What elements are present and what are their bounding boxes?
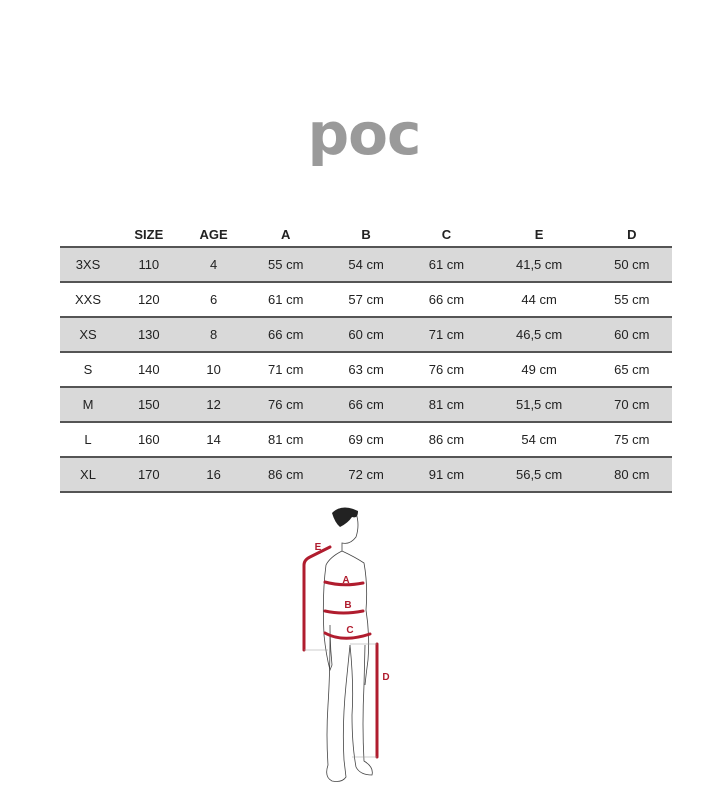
size-chart-table: SIZE AGE A B C E D 3XS 110 4 55 cm 54 cm 61 c… [60, 222, 672, 493]
header-cell: E [534, 226, 544, 242]
table-cell: 14 [181, 421, 246, 457]
table-cell: 69 cm [325, 421, 407, 457]
table-cell: 81 cm [245, 421, 326, 457]
header-cell: AGE [199, 226, 228, 242]
table-row: XL 170 16 86 cm 72 cm 91 cm 56,5 cm 80 cm [60, 456, 672, 493]
header-cell: B [361, 226, 371, 242]
poc-logo: poc [307, 100, 422, 168]
table-cell: 46,5 cm [486, 316, 592, 352]
table-cell: 76 cm [406, 351, 487, 387]
table-cell: 61 cm [406, 246, 487, 282]
table-cell: 86 cm [406, 421, 487, 457]
table-cell: 66 cm [406, 281, 487, 317]
table-cell: 91 cm [406, 456, 487, 493]
label-a: A [342, 575, 349, 586]
table-cell: 16 [181, 456, 246, 493]
table-row: L 160 14 81 cm 69 cm 86 cm 54 cm 75 cm [60, 421, 672, 457]
label-c: C [346, 625, 353, 636]
table-cell: 54 cm [486, 421, 592, 457]
table-header-row: SIZE AGE A B C E D [60, 222, 672, 247]
table-cell: 140 [116, 351, 182, 387]
table-cell: 55 cm [591, 281, 672, 317]
table-cell: 49 cm [486, 351, 592, 387]
size-label-cell: XXS [60, 281, 116, 317]
header-cell: A [281, 226, 291, 242]
table-cell: 81 cm [406, 386, 487, 422]
size-label-cell: S [60, 351, 116, 387]
table-cell: 51,5 cm [486, 386, 592, 422]
header-cell: D [627, 226, 637, 242]
table-cell: 60 cm [325, 316, 407, 352]
table-cell: 4 [181, 246, 246, 282]
table-cell: 76 cm [245, 386, 326, 422]
size-label-cell: L [60, 421, 116, 457]
table-cell: 70 cm [591, 386, 672, 422]
table-cell: 65 cm [591, 351, 672, 387]
table-cell: 72 cm [325, 456, 407, 493]
table-cell: 66 cm [245, 316, 326, 352]
table-cell: 50 cm [591, 246, 672, 282]
table-cell: 71 cm [406, 316, 487, 352]
table-cell: 170 [116, 456, 182, 493]
table-cell: 56,5 cm [486, 456, 592, 493]
table-cell: 12 [181, 386, 246, 422]
table-cell: 60 cm [591, 316, 672, 352]
label-d: D [382, 672, 389, 683]
table-row: S 140 10 71 cm 63 cm 76 cm 49 cm 65 cm [60, 351, 672, 387]
table-cell: 57 cm [325, 281, 407, 317]
table-cell: 8 [181, 316, 246, 352]
table-cell: 86 cm [245, 456, 326, 493]
table-row: 3XS 110 4 55 cm 54 cm 61 cm 41,5 cm 50 cm [60, 246, 672, 282]
table-row: XXS 120 6 61 cm 57 cm 66 cm 44 cm 55 cm [60, 281, 672, 317]
label-e: E [315, 542, 322, 553]
size-label-cell: M [60, 386, 116, 422]
table-cell: 160 [116, 421, 182, 457]
table-cell: 110 [116, 246, 182, 282]
table-cell: 44 cm [486, 281, 592, 317]
table-cell: 130 [116, 316, 182, 352]
table-cell: 10 [181, 351, 246, 387]
table-cell: 120 [116, 281, 182, 317]
table-cell: 6 [181, 281, 246, 317]
table-cell: 55 cm [245, 246, 326, 282]
header-cell: SIZE [134, 226, 164, 242]
size-label-cell: XL [60, 456, 116, 493]
table-cell: 41,5 cm [486, 246, 592, 282]
table-cell: 71 cm [245, 351, 326, 387]
size-label-cell: XS [60, 316, 116, 352]
table-cell: 150 [116, 386, 182, 422]
label-b: B [344, 600, 351, 611]
header-cell [60, 222, 116, 247]
table-cell: 75 cm [591, 421, 672, 457]
table-cell: 63 cm [325, 351, 407, 387]
table-cell: 80 cm [591, 456, 672, 493]
table-cell: 54 cm [325, 246, 407, 282]
table-cell: 66 cm [325, 386, 407, 422]
body-measurement-figure: A B C D E [302, 507, 390, 782]
table-row: XS 130 8 66 cm 60 cm 71 cm 46,5 cm 60 cm [60, 316, 672, 352]
header-cell: C [441, 226, 452, 242]
table-row: M 150 12 76 cm 66 cm 81 cm 51,5 cm 70 cm [60, 386, 672, 422]
table-cell: 61 cm [245, 281, 326, 317]
size-label-cell: 3XS [60, 246, 116, 282]
